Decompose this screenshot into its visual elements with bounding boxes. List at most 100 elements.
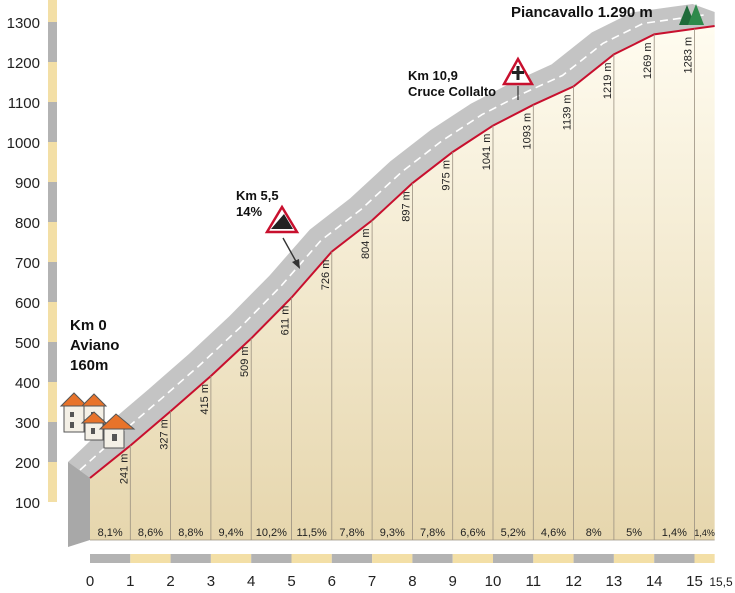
village-icon xyxy=(59,392,136,449)
y-tick-label: 600 xyxy=(15,295,40,312)
gradient-label: 10,2% xyxy=(256,527,287,539)
crossroad-warning-icon xyxy=(501,56,535,86)
elevation-label: 415 m xyxy=(199,384,211,415)
gradient-labels: 8,1% 8,6% 8,8% 9,4% 10,2% 11,5% 7,8% 9,3% 7,8% 6,… xyxy=(98,527,715,539)
x-scale-segment xyxy=(412,554,453,563)
steep-warning-icon xyxy=(264,204,300,234)
x-tick-label: 15,5 xyxy=(709,575,733,589)
x-scale-segment xyxy=(533,554,574,563)
steep-annotation: Km 5,5 14% xyxy=(236,188,300,269)
y-scale-segment xyxy=(48,422,57,462)
x-tick-label: 4 xyxy=(247,573,255,590)
x-scale-segment xyxy=(694,554,715,563)
x-scale-segment xyxy=(130,554,171,563)
elevation-label: 1041 m xyxy=(481,134,493,171)
x-scale-segment xyxy=(170,554,211,563)
cross-place-label: Cruce Collalto xyxy=(408,84,496,99)
x-scale-segment xyxy=(291,554,332,563)
y-tick-label: 400 xyxy=(15,375,40,392)
cross-annotation: Km 10,9 Cruce Collalto xyxy=(408,56,535,100)
x-scale-segment xyxy=(452,554,493,563)
elevation-label: 1219 m xyxy=(602,62,614,99)
y-scale-segment xyxy=(48,262,57,302)
road-band xyxy=(68,4,715,547)
gradient-label: 4,6% xyxy=(541,527,566,539)
x-tick-label: 13 xyxy=(606,573,623,590)
elevation-label: 611 m xyxy=(280,306,292,336)
profile-area-fill xyxy=(90,26,715,540)
gradient-label: 8,6% xyxy=(138,527,163,539)
y-tick-label: 1000 xyxy=(7,135,40,152)
gradient-label: 11,5% xyxy=(296,527,327,539)
x-tick-label: 0 xyxy=(86,573,94,590)
y-scale-segment xyxy=(48,182,57,222)
road-band-side xyxy=(68,462,90,547)
gradient-label: 1,4% xyxy=(694,528,715,538)
start-town-label: Aviano xyxy=(70,337,119,354)
gradient-label: 7,8% xyxy=(339,527,364,539)
elevation-label: 509 m xyxy=(239,346,251,377)
elevation-label: 1269 m xyxy=(642,42,654,79)
start-annotation: Km 0 Aviano 160m xyxy=(59,317,136,449)
y-scale-segment xyxy=(48,342,57,382)
start-km-label: Km 0 xyxy=(70,317,107,334)
steep-pointer-arrow xyxy=(292,259,300,269)
elevation-labels: 241 m 327 m 415 m 509 m 611 m 726 m 804 m 897 m… xyxy=(118,37,694,484)
finish-annotation: Piancavallo 1.290 m xyxy=(511,4,704,25)
gradient-label: 5,2% xyxy=(501,527,526,539)
gradient-label: 5% xyxy=(626,527,642,539)
x-tick-label: 11 xyxy=(526,573,542,590)
x-tick-label: 9 xyxy=(449,573,457,590)
x-scale-segment xyxy=(251,554,292,563)
elevation-label: 897 m xyxy=(400,191,412,222)
x-scale-bar xyxy=(90,554,715,563)
finish-label: Piancavallo 1.290 m xyxy=(511,4,653,21)
cross-km-label: Km 10,9 xyxy=(408,68,458,83)
elevation-label: 726 m xyxy=(320,260,332,291)
y-tick-label: 1300 xyxy=(7,15,40,32)
x-scale-segment xyxy=(654,554,695,563)
x-tick-label: 7 xyxy=(368,573,376,590)
elevation-label: 327 m xyxy=(159,419,171,450)
x-axis-ticks: 0 1 2 3 4 5 6 7 8 9 10 11 12 13 14 15 15,5 xyxy=(86,573,733,590)
km-dividers xyxy=(90,28,715,541)
gradient-label: 8,1% xyxy=(98,527,123,539)
y-tick-label: 500 xyxy=(15,335,40,352)
start-elevation-label: 160m xyxy=(70,357,108,374)
y-axis-ticks: 100 200 300 400 500 600 700 800 900 1000 1100 1200 1… xyxy=(7,15,40,512)
x-tick-label: 2 xyxy=(166,573,174,590)
gradient-label: 6,6% xyxy=(460,527,485,539)
y-tick-label: 900 xyxy=(15,175,40,192)
x-tick-label: 8 xyxy=(408,573,416,590)
x-scale-segment xyxy=(372,554,413,563)
y-scale-segment xyxy=(48,142,57,182)
x-tick-label: 14 xyxy=(646,573,663,590)
y-tick-label: 700 xyxy=(15,255,40,272)
elevation-label: 1139 m xyxy=(562,94,574,130)
x-scale-segment xyxy=(573,554,614,563)
y-scale-segment xyxy=(48,222,57,262)
x-tick-label: 15 xyxy=(686,573,703,590)
x-tick-label: 6 xyxy=(328,573,336,590)
y-scale-segment xyxy=(48,102,57,142)
x-tick-label: 10 xyxy=(485,573,502,590)
gradient-label: 8% xyxy=(586,527,602,539)
y-scale-segment xyxy=(48,462,57,502)
gradient-label: 1,4% xyxy=(662,527,687,539)
x-tick-label: 1 xyxy=(126,573,134,590)
y-tick-label: 200 xyxy=(15,455,40,472)
elevation-label: 1283 m xyxy=(683,37,695,74)
x-tick-label: 3 xyxy=(207,573,215,590)
x-scale-segment xyxy=(493,554,534,563)
y-scale-segment xyxy=(48,0,57,22)
x-scale-segment xyxy=(90,554,131,563)
y-scale-segment xyxy=(48,62,57,102)
y-tick-label: 1200 xyxy=(7,55,40,72)
y-tick-label: 100 xyxy=(15,495,40,512)
x-scale-segment xyxy=(210,554,252,563)
y-scale-segment xyxy=(48,382,57,422)
elevation-label: 975 m xyxy=(441,160,453,191)
road-centre-line xyxy=(79,14,704,471)
x-tick-label: 5 xyxy=(287,573,295,590)
